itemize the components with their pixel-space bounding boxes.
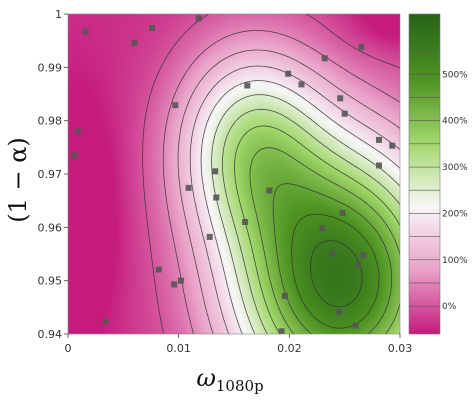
data-point bbox=[155, 266, 162, 273]
y-tick-label: 0.97 bbox=[38, 168, 63, 181]
plot-area bbox=[68, 14, 400, 334]
y-tick-label: 0.99 bbox=[38, 61, 63, 74]
contour-line bbox=[142, 14, 400, 334]
data-point bbox=[266, 187, 273, 194]
data-point bbox=[329, 250, 336, 257]
x-tick-label: 0.02 bbox=[277, 342, 302, 355]
contour-line bbox=[310, 240, 363, 308]
y-axis-title: (1 − α) bbox=[4, 137, 32, 223]
contour-line bbox=[249, 147, 400, 334]
data-point bbox=[337, 95, 344, 102]
data-point bbox=[389, 142, 396, 149]
colorbar-tick-label: 500% bbox=[442, 70, 468, 80]
colorbar-level-lines bbox=[409, 50, 440, 307]
data-point bbox=[341, 110, 348, 117]
data-point bbox=[185, 184, 192, 191]
data-point bbox=[206, 233, 213, 240]
x-tick-label: 0 bbox=[65, 342, 72, 355]
colorbar-frame bbox=[408, 13, 441, 335]
data-point bbox=[278, 328, 285, 334]
data-point bbox=[358, 44, 365, 51]
data-point bbox=[319, 225, 326, 232]
colorbar: 0% 100% 200% 300% 400% 500% bbox=[408, 13, 468, 335]
data-point bbox=[339, 209, 346, 216]
colorbar-tick-label: 0% bbox=[442, 302, 457, 312]
contour-line bbox=[177, 49, 400, 334]
colorbar-tick-label: 200% bbox=[442, 209, 468, 219]
y-tick-label: 0.98 bbox=[38, 115, 63, 128]
data-point bbox=[352, 322, 359, 329]
data-point bbox=[71, 152, 78, 159]
colorbar-tick-label: 400% bbox=[442, 117, 468, 127]
data-point bbox=[177, 277, 184, 284]
data-point bbox=[149, 24, 156, 31]
data-point bbox=[354, 261, 361, 268]
x-axis-title: ω1080p bbox=[196, 364, 263, 395]
contour-line bbox=[189, 65, 400, 334]
contour-line bbox=[211, 94, 400, 334]
colorbar-gradient bbox=[409, 14, 440, 334]
data-point bbox=[102, 318, 109, 325]
data-point bbox=[244, 82, 251, 89]
data-point bbox=[213, 194, 220, 201]
data-point bbox=[195, 15, 202, 22]
colorbar-labels: 0% 100% 200% 300% 400% 500% bbox=[442, 70, 468, 312]
contour-line bbox=[272, 183, 393, 334]
y-axis: 0.94 0.95 0.96 0.97 0.98 0.99 1 bbox=[38, 8, 68, 341]
contour-line bbox=[222, 108, 400, 334]
y-tick-label: 1 bbox=[55, 8, 62, 21]
colorbar-tick-label: 100% bbox=[442, 256, 468, 266]
data-point bbox=[281, 293, 288, 300]
y-tick-label: 0.95 bbox=[38, 275, 63, 288]
data-point bbox=[376, 136, 382, 143]
x-tick-label: 0.01 bbox=[166, 342, 191, 355]
data-point bbox=[131, 39, 138, 46]
y-tick-label: 0.94 bbox=[38, 328, 63, 341]
contour-line bbox=[200, 80, 400, 334]
data-point bbox=[321, 55, 328, 62]
data-point bbox=[360, 252, 367, 259]
contour-lines bbox=[142, 14, 400, 334]
data-point bbox=[171, 281, 178, 288]
colorbar-tick-label: 300% bbox=[442, 163, 468, 173]
data-point bbox=[172, 102, 179, 109]
x-tick-label: 0.03 bbox=[388, 342, 413, 355]
data-point bbox=[242, 219, 249, 225]
data-point bbox=[336, 309, 343, 316]
data-markers bbox=[71, 15, 396, 334]
data-point bbox=[82, 28, 89, 35]
data-point bbox=[75, 128, 81, 135]
contour-fill bbox=[68, 14, 400, 334]
data-point bbox=[212, 168, 219, 175]
x-axis: 0 0.01 0.02 0.03 bbox=[65, 334, 413, 355]
data-point bbox=[298, 81, 305, 88]
y-tick-label: 0.96 bbox=[38, 221, 63, 234]
data-point bbox=[376, 162, 382, 169]
data-point bbox=[285, 70, 292, 77]
contour-line bbox=[162, 30, 400, 334]
